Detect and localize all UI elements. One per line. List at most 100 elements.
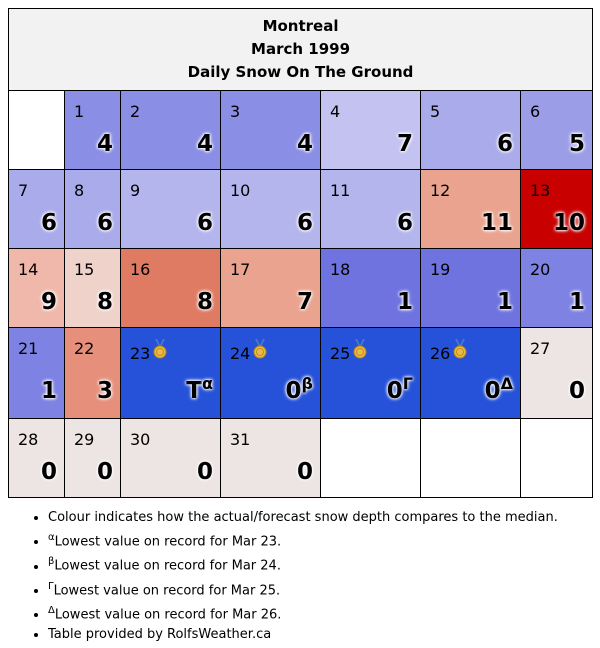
snow-depth-number: 0 xyxy=(484,378,501,404)
snow-depth-number: 6 xyxy=(40,210,57,236)
snow-depth-value: 6 xyxy=(41,210,57,236)
snow-depth-number: 11 xyxy=(480,210,513,236)
day-number: 22 xyxy=(74,339,95,358)
day-number: 30 xyxy=(130,430,151,449)
day-number: 25 xyxy=(330,339,368,363)
snow-depth-value: 11 xyxy=(481,210,513,236)
day-number: 23 xyxy=(130,339,168,363)
day-number: 1 xyxy=(74,102,85,121)
snow-depth-value: 8 xyxy=(197,289,213,315)
day-number: 9 xyxy=(130,181,141,200)
medal-icon xyxy=(152,339,168,363)
note-text: Lowest value on record for Mar 23. xyxy=(54,534,282,550)
day-cell: 12 11 xyxy=(420,169,521,249)
week-row: 28 0 29 0 30 0 31 0 xyxy=(8,418,594,498)
day-cell: 16 8 xyxy=(120,248,221,328)
snow-depth-value: 3 xyxy=(97,378,113,404)
snow-depth-value: 4 xyxy=(297,131,313,157)
snow-depth-number: 0 xyxy=(296,459,313,485)
snow-depth-value: 1 xyxy=(569,289,585,315)
note-text: Lowest value on record for Mar 24. xyxy=(54,558,281,574)
week-row: 14 9 15 8 16 8 17 7 18 1 19 1 20 1 xyxy=(8,248,594,328)
snow-depth-value: 0 xyxy=(97,459,113,485)
record-marker: Δ xyxy=(500,374,513,393)
day-number: 6 xyxy=(530,102,541,121)
day-number: 10 xyxy=(230,181,251,200)
snow-depth-number: 4 xyxy=(196,131,213,157)
snow-depth-number: T xyxy=(186,378,202,404)
day-number: 20 xyxy=(530,260,551,279)
snow-depth-number: 0 xyxy=(569,378,586,404)
snow-depth-number: 7 xyxy=(396,131,413,157)
day-cell: 18 1 xyxy=(320,248,421,328)
day-number: 26 xyxy=(430,339,468,363)
snow-depth-value: 6 xyxy=(297,210,313,236)
snow-depth-number: 0 xyxy=(386,378,403,404)
snow-depth-number: 0 xyxy=(40,459,57,485)
snow-depth-value: 8 xyxy=(97,289,113,315)
snow-depth-value: 0 xyxy=(197,459,213,485)
note-item: αLowest value on record for Mar 23. xyxy=(48,528,558,552)
snow-depth-value: 1 xyxy=(397,289,413,315)
snow-depth-number: 6 xyxy=(496,131,513,157)
snow-depth-number: 1 xyxy=(496,289,513,315)
snow-depth-value: 7 xyxy=(397,131,413,157)
day-cell: 14 9 xyxy=(8,248,65,328)
day-number: 12 xyxy=(430,181,451,200)
month-title: March 1999 xyxy=(251,40,351,58)
snow-depth-number: 1 xyxy=(569,289,586,315)
snow-depth-number: 8 xyxy=(96,289,113,315)
day-number: 8 xyxy=(74,181,85,200)
note-item: Colour indicates how the actual/forecast… xyxy=(48,508,558,528)
empty-day-cell xyxy=(8,90,65,170)
day-cell: 29 0 xyxy=(64,418,121,498)
snow-depth-number: 8 xyxy=(196,289,213,315)
day-cell: 31 0 xyxy=(220,418,321,498)
snow-depth-number: 0 xyxy=(285,378,302,404)
day-cell: 23 Tα xyxy=(120,327,221,419)
snow-calendar-table: Montreal March 1999 Daily Snow On The Gr… xyxy=(7,8,594,498)
day-number: 17 xyxy=(230,260,251,279)
day-number: 18 xyxy=(330,260,351,279)
day-cell: 15 8 xyxy=(64,248,121,328)
snow-depth-value: 0β xyxy=(285,374,313,404)
snow-depth-value: 0 xyxy=(569,378,585,404)
day-number: 29 xyxy=(74,430,95,449)
snow-depth-value: 0 xyxy=(297,459,313,485)
record-marker: Γ xyxy=(402,374,413,393)
snow-depth-number: 0 xyxy=(196,459,213,485)
snow-depth-value: 1 xyxy=(41,378,57,404)
snow-depth-value: 7 xyxy=(297,289,313,315)
day-number: 16 xyxy=(130,260,151,279)
day-number: 14 xyxy=(18,260,39,279)
snow-depth-number: 6 xyxy=(196,210,213,236)
medal-icon xyxy=(452,339,468,363)
snow-depth-value: Tα xyxy=(186,374,213,404)
snow-depth-number: 3 xyxy=(96,378,113,404)
snow-depth-number: 0 xyxy=(96,459,113,485)
note-marker: Γ xyxy=(48,580,54,592)
day-cell: 21 1 xyxy=(8,327,65,419)
snow-depth-value: 1 xyxy=(497,289,513,315)
snow-depth-value: 6 xyxy=(397,210,413,236)
note-marker: β xyxy=(48,556,55,568)
day-cell: 30 0 xyxy=(120,418,221,498)
snow-depth-number: 9 xyxy=(40,289,57,315)
medal-icon xyxy=(252,339,268,363)
snow-depth-number: 5 xyxy=(569,131,586,157)
snow-depth-value: 0 xyxy=(41,459,57,485)
snow-depth-number: 7 xyxy=(296,289,313,315)
snow-depth-value: 10 xyxy=(553,210,585,236)
notes-list: Colour indicates how the actual/forecast… xyxy=(22,508,558,645)
note-marker: α xyxy=(48,532,55,543)
snow-depth-number: 4 xyxy=(296,131,313,157)
note-marker: Δ xyxy=(48,604,55,616)
